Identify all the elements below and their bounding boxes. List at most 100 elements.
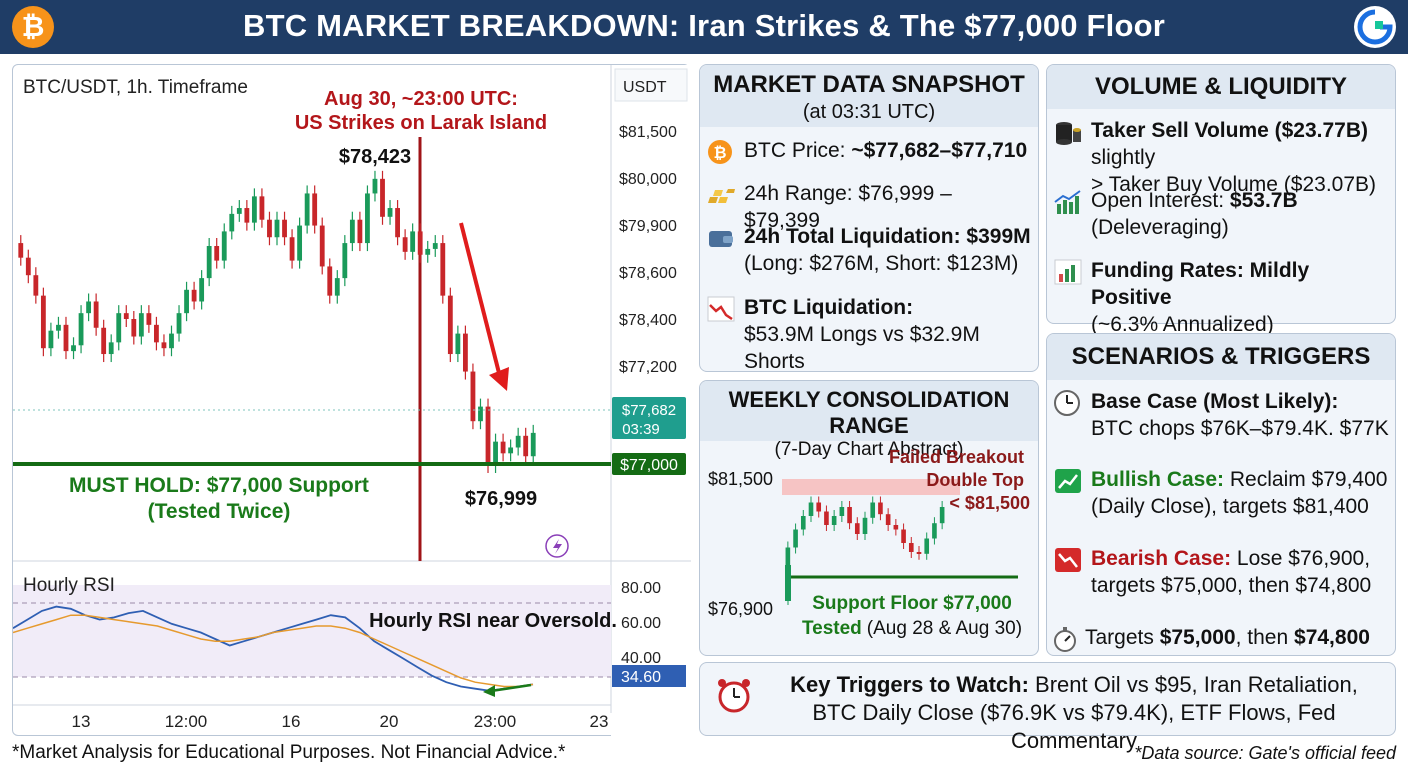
support-label: MUST HOLD: $77,000 Support (69, 474, 369, 497)
candle-body (221, 231, 227, 261)
open-interest-sub: (Deleveraging) (1091, 216, 1229, 239)
candle-body (365, 193, 370, 244)
svg-text:Tested(Aug 28 & Aug 30): Tested (Aug 28 & Aug 30) (802, 618, 1022, 639)
event-label-line-2: US Strikes on Larak Island (295, 112, 547, 134)
weekly-candle-body (839, 507, 845, 516)
funding-sub: (~6.3% Annualized) (1091, 313, 1274, 336)
weekly-candle-body (793, 529, 798, 548)
candle-body (138, 313, 144, 337)
candle-body (236, 208, 242, 214)
candle-body (56, 324, 61, 331)
failed-breakout-label: < $81,500 (949, 493, 1030, 513)
candle-body (131, 319, 137, 337)
targets-value-b: $74,800 (1294, 626, 1370, 649)
y-tick-label: $80,000 (619, 171, 677, 188)
candle-body (523, 435, 529, 457)
snapshot-header: MARKET DATA SNAPSHOT (at 03:31 UTC) (700, 65, 1038, 127)
weekly-candle-body (885, 514, 891, 525)
low-price-label: $76,999 (465, 488, 537, 510)
current-price-badge (612, 397, 686, 439)
candle-body (447, 295, 453, 355)
targets-label: Targets (1085, 626, 1160, 649)
weekly-subtitle: (7-Day Chart Abstract) (774, 439, 964, 460)
targets-value-a: $75,000 (1159, 626, 1236, 649)
bear-case-text-2: targets $75,000, then $74,800 (1091, 574, 1372, 597)
candle-body (267, 219, 272, 238)
weekly-candle-body (785, 547, 791, 566)
candle-body (169, 333, 174, 349)
page-title: BTC MARKET BREAKDOWN: Iran Strikes & The… (243, 8, 1165, 43)
candle-body (342, 243, 348, 279)
gate-logo-icon (1354, 6, 1396, 48)
clock-icon (1054, 390, 1080, 416)
weekly-candle-body (847, 507, 852, 524)
range-text: 24h Range: $76,999 – $79,399 (744, 182, 952, 232)
weekly-support-label: Support Floor $77,000 (812, 593, 1012, 614)
weekly-title: WEEKLY CONSOLIDATION RANGE (728, 387, 1010, 438)
bull-case-row: Bullish Case: Reclaim $79,400 (Daily Clos… (1053, 466, 1389, 520)
candle-body (154, 324, 159, 343)
chart-up-icon (1054, 190, 1081, 214)
rsi-arrow-head (483, 685, 495, 697)
weekly-header: WEEKLY CONSOLIDATION RANGE (7-Day Chart … (700, 381, 1038, 460)
weekly-candle-body (800, 516, 806, 530)
bull-case-text-2: (Daily Close), targets $81,400 (1091, 495, 1369, 518)
candle-body (25, 257, 31, 276)
candle-body (493, 441, 498, 465)
high-price-label: $78,423 (339, 146, 411, 168)
y-tick-label: $78,400 (619, 312, 677, 329)
current-price-value: $77,682 (622, 402, 676, 419)
x-tick-label: 23:00 (474, 712, 517, 731)
candle-body (93, 301, 99, 328)
y-tick-label: $81,500 (619, 124, 677, 141)
candle-body (274, 219, 280, 238)
candle-body (229, 213, 235, 232)
y-tick-label: $78,600 (619, 265, 677, 282)
weekly-candle-body (816, 502, 822, 512)
candle-body (485, 406, 491, 465)
support-sub-label: (Tested Twice) (148, 500, 291, 523)
candle-body (312, 193, 318, 226)
stopwatch-icon (1054, 627, 1076, 652)
weekly-range-panel: WEEKLY CONSOLIDATION RANGE (7-Day Chart … (699, 380, 1039, 656)
base-case-row: Base Case (Most Likely): BTC chops $76K–$… (1053, 388, 1389, 442)
rsi-tick-label: 80.00 (621, 580, 661, 597)
targets-mid: , then (1235, 626, 1295, 649)
scenarios-title: SCENARIOS & TRIGGERS (1047, 334, 1395, 380)
failed-breakout-label: Double Top (926, 470, 1024, 490)
trend-down-icon (1055, 548, 1081, 572)
weekly-top-tick: $81,500 (708, 469, 773, 489)
candle-body (206, 246, 212, 279)
liquidation-label: 24h Total Liquidation: $399M (744, 225, 1031, 248)
candle-body (357, 219, 363, 244)
weekly-candle-body (808, 502, 814, 516)
bear-case-row: Bearish Case: Lose $76,900, targets $75,0… (1053, 545, 1389, 599)
rsi-annotation: Hourly RSI near Oversold. (369, 610, 617, 632)
candle-body (380, 178, 385, 217)
candle-body (176, 313, 182, 334)
candle-body (372, 178, 378, 194)
weekly-candle-body (878, 502, 883, 515)
candle-body (478, 406, 483, 422)
gold-bars-icon (708, 189, 735, 203)
taker-row: Taker Sell Volume ($23.77B) slightly > Ta… (1053, 117, 1389, 198)
btc-liquidation-sub: $53.9M Longs vs $32.9M Shorts (744, 323, 980, 373)
trend-up-icon (1055, 469, 1081, 493)
candle-body (410, 231, 416, 252)
weekly-candle-body (901, 529, 906, 543)
candle-body (327, 266, 333, 296)
oil-barrel-icon (1056, 122, 1081, 145)
price-chart-panel: USDT BTC/USDT, 1h. Timeframe $81,500 $80,… (12, 64, 691, 737)
candle-body (470, 371, 476, 422)
wallet-icon (709, 231, 733, 247)
rsi-zone (13, 585, 611, 677)
candle-body (71, 345, 76, 352)
bitcoin-logo-icon: ₿ (12, 6, 54, 48)
base-case-text: BTC chops $76K–$79.4K. $77K (1091, 417, 1389, 440)
candle-body (191, 289, 197, 302)
liquidation-row: 24h Total Liquidation: $399M (Long: $276M… (706, 223, 1032, 277)
candle-body (500, 441, 506, 454)
disclaimer: *Market Analysis for Educational Purpose… (12, 742, 566, 763)
candle-body (78, 313, 84, 346)
snapshot-subtitle: (at 03:31 UTC) (802, 101, 936, 123)
